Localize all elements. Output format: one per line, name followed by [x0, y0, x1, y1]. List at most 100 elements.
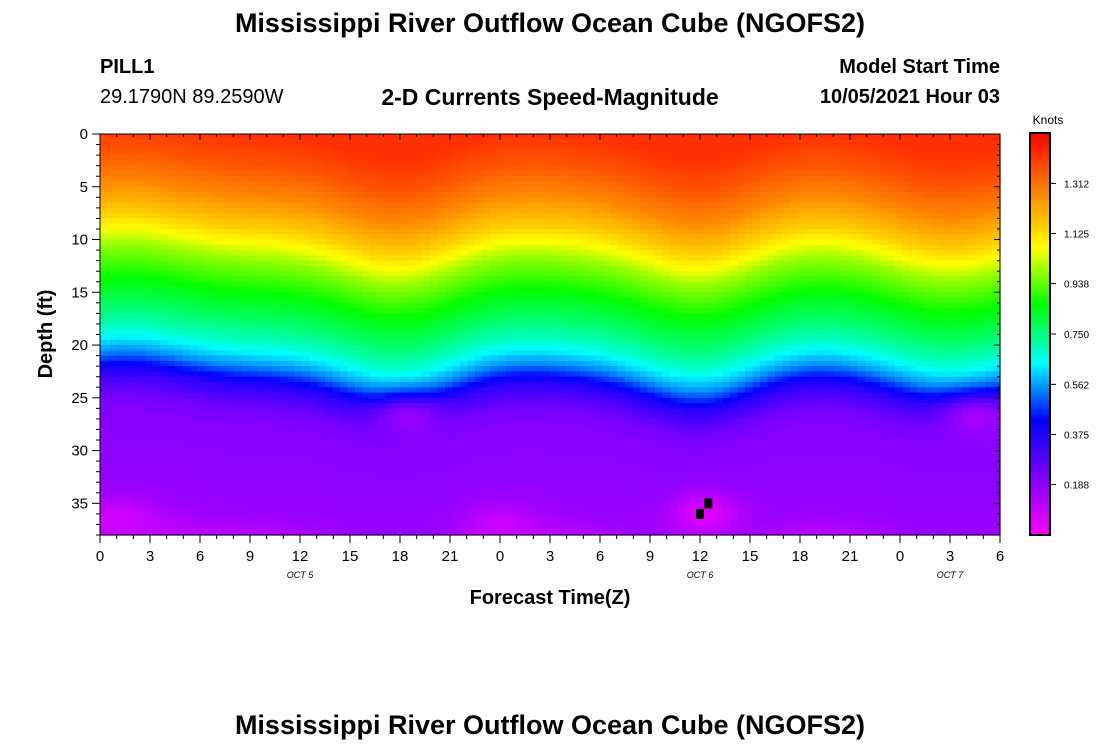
heatmap-cell	[235, 318, 244, 325]
heatmap-cell	[565, 155, 574, 161]
heatmap-cell	[452, 244, 461, 251]
heatmap-cell	[332, 134, 341, 140]
heatmap-cell	[490, 376, 499, 383]
heatmap-cell	[475, 276, 484, 283]
heatmap-cell	[587, 345, 596, 351]
heatmap-cell	[250, 265, 259, 272]
heatmap-cell	[445, 476, 454, 483]
heatmap-cell	[287, 403, 296, 409]
heatmap-cell	[385, 186, 394, 193]
heatmap-cell	[587, 276, 596, 283]
heatmap-cell	[175, 492, 184, 499]
heatmap-cell	[122, 250, 131, 256]
heatmap-cell	[400, 339, 409, 346]
heatmap-cell	[362, 297, 371, 304]
heatmap-cell	[542, 244, 551, 251]
heatmap-cell	[212, 471, 221, 478]
heatmap-cell	[325, 403, 334, 409]
heatmap-cell	[257, 176, 266, 183]
heatmap-cell	[392, 239, 401, 246]
heatmap-cell	[100, 360, 109, 367]
heatmap-cell	[190, 466, 199, 473]
heatmap-cell	[347, 366, 356, 373]
heatmap-cell	[542, 207, 551, 214]
heatmap-cell	[385, 519, 394, 526]
heatmap-cell	[565, 392, 574, 399]
heatmap-cell	[527, 471, 536, 478]
heatmap-cell	[430, 281, 439, 288]
heatmap-cell	[205, 476, 214, 483]
heatmap-cell	[535, 482, 544, 489]
heatmap-cell	[115, 192, 124, 198]
heatmap-cell	[415, 524, 424, 531]
heatmap-cell	[535, 508, 544, 515]
heatmap-cell	[137, 218, 146, 225]
heatmap-cell	[437, 176, 446, 183]
heatmap-cell	[512, 155, 521, 161]
heatmap-cell	[565, 429, 574, 436]
heatmap-cell	[325, 360, 334, 367]
heatmap-cell	[407, 381, 416, 388]
heatmap-cell	[565, 250, 574, 256]
heatmap-cell	[392, 366, 401, 373]
heatmap-cell	[370, 186, 379, 193]
heatmap-cell	[512, 466, 521, 473]
heatmap-cell	[400, 334, 409, 341]
heatmap-cell	[100, 271, 109, 278]
heatmap-cell	[422, 297, 431, 304]
heatmap-cell	[220, 165, 229, 172]
heatmap-cell	[542, 461, 551, 468]
heatmap-cell	[310, 503, 319, 510]
heatmap-cell	[422, 498, 431, 504]
heatmap-cell	[535, 476, 544, 483]
heatmap-cell	[160, 434, 169, 441]
heatmap-cell	[317, 371, 326, 378]
heatmap-cell	[370, 413, 379, 420]
heatmap-cell	[167, 302, 176, 309]
heatmap-cell	[422, 165, 431, 172]
heatmap-cell	[512, 371, 521, 378]
heatmap-cell	[250, 287, 259, 293]
heatmap-cell	[310, 339, 319, 346]
heatmap-cell	[385, 181, 394, 188]
heatmap-cell	[385, 345, 394, 351]
heatmap-cell	[482, 440, 491, 446]
heatmap-cell	[400, 418, 409, 425]
heatmap-cell	[535, 397, 544, 404]
heatmap-cell	[587, 329, 596, 336]
heatmap-cell	[242, 476, 251, 483]
heatmap-cell	[415, 376, 424, 383]
heatmap-cell	[407, 165, 416, 172]
heatmap-cell	[160, 160, 169, 167]
heatmap-cell	[280, 144, 289, 151]
heatmap-cell	[430, 498, 439, 504]
heatmap-cell	[482, 397, 491, 404]
heatmap-cell	[400, 519, 409, 526]
heatmap-cell	[550, 144, 559, 151]
heatmap-cell	[430, 260, 439, 267]
heatmap-cell	[175, 239, 184, 246]
heatmap-cell	[400, 202, 409, 209]
heatmap-cell	[205, 176, 214, 183]
heatmap-cell	[340, 482, 349, 489]
heatmap-cell	[557, 471, 566, 478]
heatmap-cell	[235, 313, 244, 320]
heatmap-cell	[160, 492, 169, 499]
heatmap-cell	[475, 455, 484, 462]
heatmap-cell	[167, 424, 176, 431]
heatmap-cell	[385, 323, 394, 330]
heatmap-cell	[332, 165, 341, 172]
heatmap-cell	[490, 255, 499, 262]
heatmap-cell	[407, 498, 416, 504]
heatmap-cell	[475, 413, 484, 420]
heatmap-cell	[100, 297, 109, 304]
heatmap-cell	[310, 461, 319, 468]
heatmap-cell	[242, 186, 251, 193]
heatmap-cell	[557, 360, 566, 367]
heatmap-cell	[385, 192, 394, 198]
heatmap-cell	[287, 334, 296, 341]
heatmap-cell	[250, 228, 259, 235]
heatmap-cell	[362, 239, 371, 246]
heatmap-cell	[400, 366, 409, 373]
heatmap-cell	[512, 397, 521, 404]
